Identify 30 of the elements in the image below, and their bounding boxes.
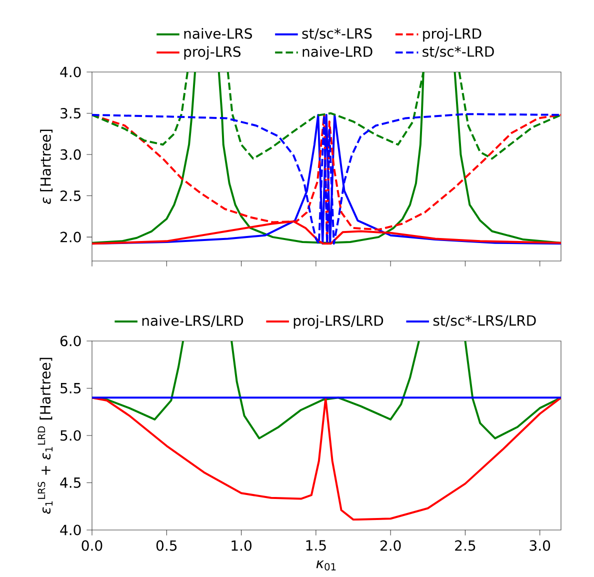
x-tick-label: 0.5	[156, 540, 177, 551]
legend-label: proj-LRS	[184, 46, 241, 60]
x-tick-label: 1.5	[306, 540, 326, 551]
legend-label: proj-LRS/LRD	[294, 315, 384, 329]
x-tick-label: 2.0	[380, 540, 401, 551]
x-tick-label: 1.0	[232, 540, 252, 551]
y-tick-label: 2.5	[60, 190, 80, 202]
y-tick-label: 3.0	[60, 149, 81, 160]
y-tick-label: 4.5	[60, 478, 80, 488]
x-tick-label: 2.5	[455, 540, 476, 551]
y-tick-label: 2.0	[60, 232, 81, 242]
legend-label: naive-LRS	[184, 28, 252, 39]
y-tick-label: 4.0	[60, 66, 81, 78]
legend-label: st/sc*-LRS/LRD	[433, 315, 536, 327]
x-tick-label: 3.0	[530, 540, 550, 551]
legend-label: naive-LRS/LRD	[142, 315, 244, 328]
y-tick-label: 5.5	[60, 383, 80, 394]
y-tick-label: 4.0	[60, 524, 81, 536]
legend-label: st/sc*-LRD	[422, 46, 494, 58]
y-tick-label: 6.0	[60, 336, 81, 346]
legend-label: proj-LRD	[423, 28, 482, 42]
y-tick-label: 3.5	[60, 108, 80, 119]
line-series	[92, 396, 561, 521]
x-axis-title: κ$_{01}$	[316, 560, 336, 570]
x-tick-label: 0.0	[82, 540, 102, 551]
y-axis-title: ε$_{1}$$^{LRS}$ + ε$_{1}$$^{LRD}$ [Hartree]	[38, 358, 53, 514]
legend-label: naive-LRD	[302, 46, 372, 57]
legend-label: st/sc*-LRS	[302, 28, 372, 40]
y-axis-title: ε [Hartree]	[40, 130, 53, 204]
y-tick-label: 5.0	[60, 430, 81, 441]
